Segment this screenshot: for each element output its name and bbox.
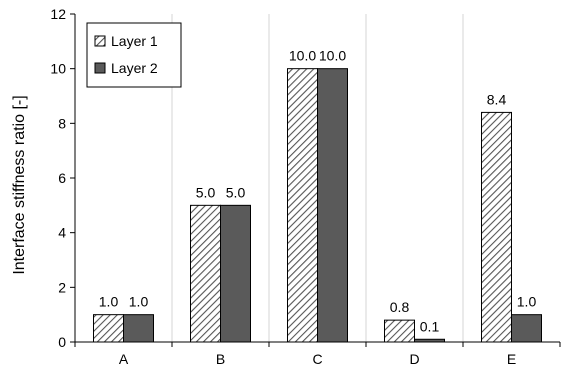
bar-layer-1-b (190, 204, 221, 343)
data-label: 1.0 (99, 294, 119, 310)
x-tick-label: B (216, 351, 225, 367)
x-tick-label: D (409, 351, 419, 367)
y-axis-title: Interface stiffness ratio [-] (11, 95, 28, 274)
data-label: 10.0 (289, 48, 316, 64)
data-label: 5.0 (196, 184, 216, 200)
y-tick-label: 6 (58, 170, 66, 186)
bar-layer-1-a (93, 314, 124, 343)
legend-label-layer-2: Layer 2 (111, 60, 158, 76)
bar-layer-1-c (287, 68, 318, 343)
legend: Layer 1 Layer 2 (86, 22, 182, 88)
bar-layer-1-d (384, 319, 415, 343)
x-tick-label: A (119, 351, 129, 367)
plot-area: 0 2 4 6 8 10 12 A B C D E 1.0 1.0 5.0 5.0 10.0 10.0 0.8 0… (50, 6, 561, 367)
bar-layer-2-e (511, 314, 542, 343)
y-tick-label: 8 (58, 115, 66, 131)
bar-layer-2-b (220, 204, 251, 343)
x-tick-label: E (507, 351, 516, 367)
data-label: 5.0 (226, 184, 246, 200)
legend-swatch-layer-2 (94, 62, 106, 74)
bar-layer-2-a (123, 314, 154, 343)
data-label: 1.0 (129, 294, 149, 310)
x-tick-label: C (312, 351, 322, 367)
legend-label-layer-1: Layer 1 (111, 33, 158, 49)
data-label: 1.0 (517, 294, 537, 310)
legend-swatch-layer-1 (94, 35, 106, 47)
data-label: 0.1 (420, 318, 440, 334)
bar-layer-2-c (317, 68, 348, 343)
data-label: 8.4 (487, 91, 507, 107)
y-tick-label: 12 (50, 6, 66, 22)
y-tick-label: 4 (58, 225, 66, 241)
y-tick-label: 0 (58, 334, 66, 350)
legend-box (86, 22, 182, 88)
data-label: 10.0 (319, 48, 346, 64)
y-tick-label: 10 (50, 61, 66, 77)
y-tick-label: 2 (58, 279, 66, 295)
bar-layer-1-e (481, 111, 512, 343)
data-label: 0.8 (390, 299, 410, 315)
